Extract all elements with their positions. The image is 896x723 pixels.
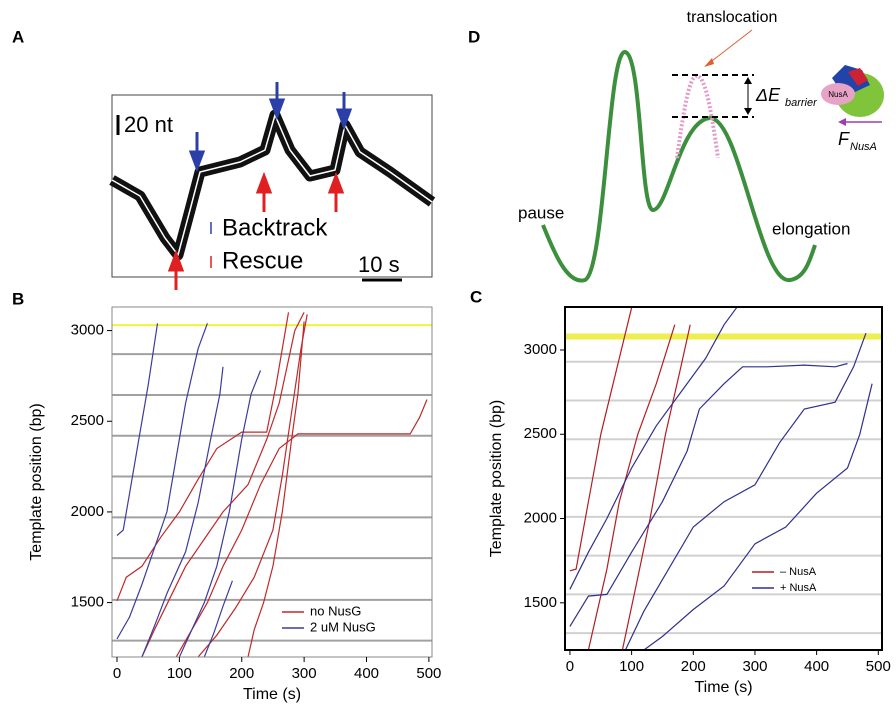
trace bbox=[116, 323, 159, 536]
pause-label: pause bbox=[518, 203, 564, 222]
force-label: F bbox=[838, 129, 850, 149]
rnap-red bbox=[848, 68, 868, 86]
x-tick-label: 0 bbox=[113, 665, 121, 682]
x-tick-label: 100 bbox=[167, 665, 192, 682]
energy-landscape bbox=[541, 49, 817, 283]
x-tick-label: 200 bbox=[681, 658, 706, 675]
trace bbox=[116, 312, 290, 602]
y-tick-label: 2500 bbox=[71, 412, 104, 429]
plot-frame bbox=[564, 306, 883, 651]
trace bbox=[178, 370, 262, 657]
x-tick-label: 500 bbox=[866, 658, 891, 675]
arrowhead bbox=[704, 58, 714, 67]
panel-label: D bbox=[468, 27, 480, 46]
x-tick-label: 400 bbox=[804, 658, 829, 675]
trace bbox=[116, 323, 208, 640]
trace bbox=[203, 580, 233, 657]
x-axis-label: Time (s) bbox=[243, 686, 301, 703]
elongation-label: elongation bbox=[772, 219, 850, 238]
arrowhead bbox=[744, 108, 752, 115]
legend-label: – NusA bbox=[780, 566, 817, 578]
legend-label: Rescue bbox=[222, 247, 303, 274]
trace bbox=[111, 112, 433, 257]
y-tick-label: 3000 bbox=[71, 322, 104, 339]
x-tick-label: 100 bbox=[619, 658, 644, 675]
panel-label: C bbox=[470, 287, 482, 306]
y-tick-label: 1500 bbox=[71, 594, 104, 611]
x-tick-label: 500 bbox=[416, 665, 441, 682]
x-tick-label: 0 bbox=[566, 658, 574, 675]
trace bbox=[247, 321, 305, 657]
translocation-label: translocation bbox=[687, 9, 778, 26]
y-tick-label: 2500 bbox=[524, 425, 557, 442]
force-sub: NusA bbox=[850, 141, 877, 153]
trace bbox=[569, 307, 737, 590]
barrier-shift bbox=[675, 73, 720, 159]
y-tick-label: 3000 bbox=[524, 341, 557, 358]
legend-label: no NusG bbox=[310, 603, 361, 618]
trace bbox=[624, 332, 867, 650]
plot-frame bbox=[111, 306, 433, 658]
nusa-label: NusA bbox=[828, 90, 848, 99]
y-tick-label: 2000 bbox=[524, 509, 557, 526]
x-tick-label: 300 bbox=[742, 658, 767, 675]
barrier-label: ΔE bbox=[755, 85, 781, 105]
x-axis-label: Time (s) bbox=[694, 679, 752, 696]
trace bbox=[141, 366, 224, 657]
legend-label: Backtrack bbox=[222, 214, 328, 241]
x-tick-label: 200 bbox=[229, 665, 254, 682]
arrowhead bbox=[838, 118, 846, 126]
trace bbox=[643, 383, 873, 650]
trace bbox=[141, 312, 305, 657]
backtrack-arrows bbox=[188, 82, 353, 173]
trace bbox=[197, 314, 308, 657]
y-tick-label: 2000 bbox=[71, 503, 104, 520]
scale-label: 20 nt bbox=[124, 112, 173, 137]
barrier-sub: barrier bbox=[785, 97, 818, 109]
panel-label: B bbox=[12, 289, 24, 308]
trace bbox=[569, 307, 633, 572]
legend-label: 2 uM NusG bbox=[310, 619, 376, 634]
trace bbox=[569, 362, 848, 627]
x-tick-label: 400 bbox=[354, 665, 379, 682]
y-axis-label: Template position (bp) bbox=[28, 403, 45, 560]
rescue-arrows bbox=[167, 171, 345, 290]
y-axis-label: Template position (bp) bbox=[488, 400, 505, 557]
trace bbox=[175, 399, 428, 657]
arrowhead bbox=[744, 77, 752, 84]
panel-label: A bbox=[12, 27, 24, 46]
trace bbox=[621, 324, 691, 650]
legend-label: + NusA bbox=[780, 582, 817, 594]
x-tick-label: 300 bbox=[292, 665, 317, 682]
nusa-blob bbox=[821, 83, 855, 105]
y-tick-label: 1500 bbox=[524, 594, 557, 611]
trace bbox=[587, 324, 676, 650]
translocation-arrow bbox=[707, 29, 753, 65]
scale-label: 10 s bbox=[358, 252, 400, 277]
